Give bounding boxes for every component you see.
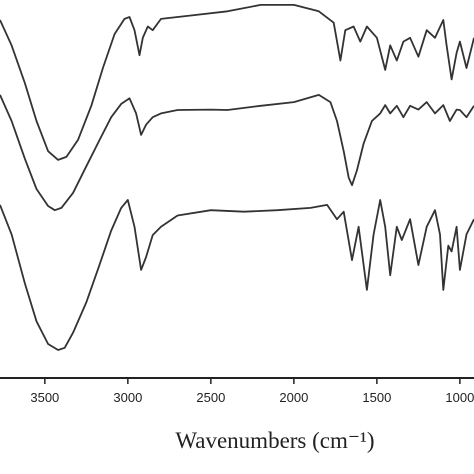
- spectrum-line: [0, 199, 474, 351]
- spectrum-line: [0, 4, 474, 161]
- x-tick-label: 3500: [30, 390, 59, 405]
- x-tick-label: 1500: [362, 390, 391, 405]
- x-axis-label: Wavenumbers (cm⁻¹): [175, 428, 374, 453]
- x-tick-label: 3000: [113, 390, 142, 405]
- x-tick-label: 2000: [279, 390, 308, 405]
- x-tick-label: 2500: [196, 390, 225, 405]
- spectrum-line: [0, 94, 474, 212]
- x-tick-label: 1000: [445, 390, 474, 405]
